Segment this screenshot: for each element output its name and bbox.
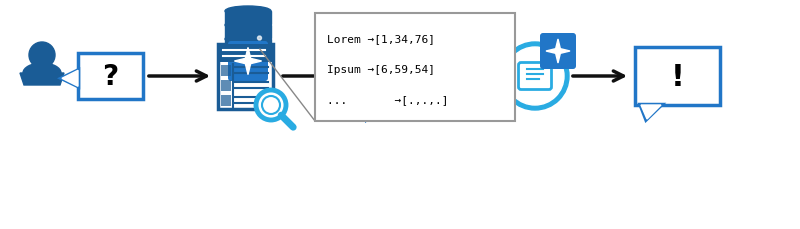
Text: ?: ?	[102, 63, 118, 91]
FancyBboxPatch shape	[218, 45, 273, 109]
FancyBboxPatch shape	[221, 95, 231, 106]
Text: !: !	[670, 62, 685, 91]
FancyBboxPatch shape	[540, 34, 576, 70]
Polygon shape	[225, 40, 271, 53]
Polygon shape	[225, 12, 271, 25]
Text: <...>: <...>	[380, 62, 415, 74]
Circle shape	[29, 43, 55, 69]
Ellipse shape	[23, 64, 61, 84]
FancyBboxPatch shape	[78, 54, 143, 100]
Polygon shape	[641, 106, 661, 120]
Ellipse shape	[225, 21, 271, 31]
Ellipse shape	[225, 35, 271, 45]
Circle shape	[258, 37, 262, 41]
Text: ?: ?	[391, 79, 404, 99]
FancyBboxPatch shape	[315, 14, 515, 121]
Polygon shape	[20, 74, 64, 86]
Text: ...       →[.,.,.]: ... →[.,.,.]	[327, 95, 449, 105]
FancyBboxPatch shape	[228, 42, 268, 82]
Ellipse shape	[225, 7, 271, 17]
Ellipse shape	[225, 48, 271, 58]
Polygon shape	[225, 26, 271, 39]
FancyBboxPatch shape	[221, 66, 231, 77]
Text: Lorem →[1,34,76]: Lorem →[1,34,76]	[327, 33, 435, 44]
Circle shape	[256, 91, 286, 120]
FancyBboxPatch shape	[218, 45, 273, 63]
Circle shape	[501, 43, 569, 111]
Polygon shape	[62, 71, 78, 87]
FancyBboxPatch shape	[518, 63, 551, 90]
Text: Ipsum →[6,59,54]: Ipsum →[6,59,54]	[327, 64, 435, 74]
FancyBboxPatch shape	[355, 48, 440, 106]
Circle shape	[506, 48, 564, 106]
Polygon shape	[361, 106, 381, 120]
FancyBboxPatch shape	[221, 81, 231, 92]
FancyBboxPatch shape	[635, 48, 720, 106]
Polygon shape	[234, 48, 262, 75]
Polygon shape	[546, 40, 570, 64]
